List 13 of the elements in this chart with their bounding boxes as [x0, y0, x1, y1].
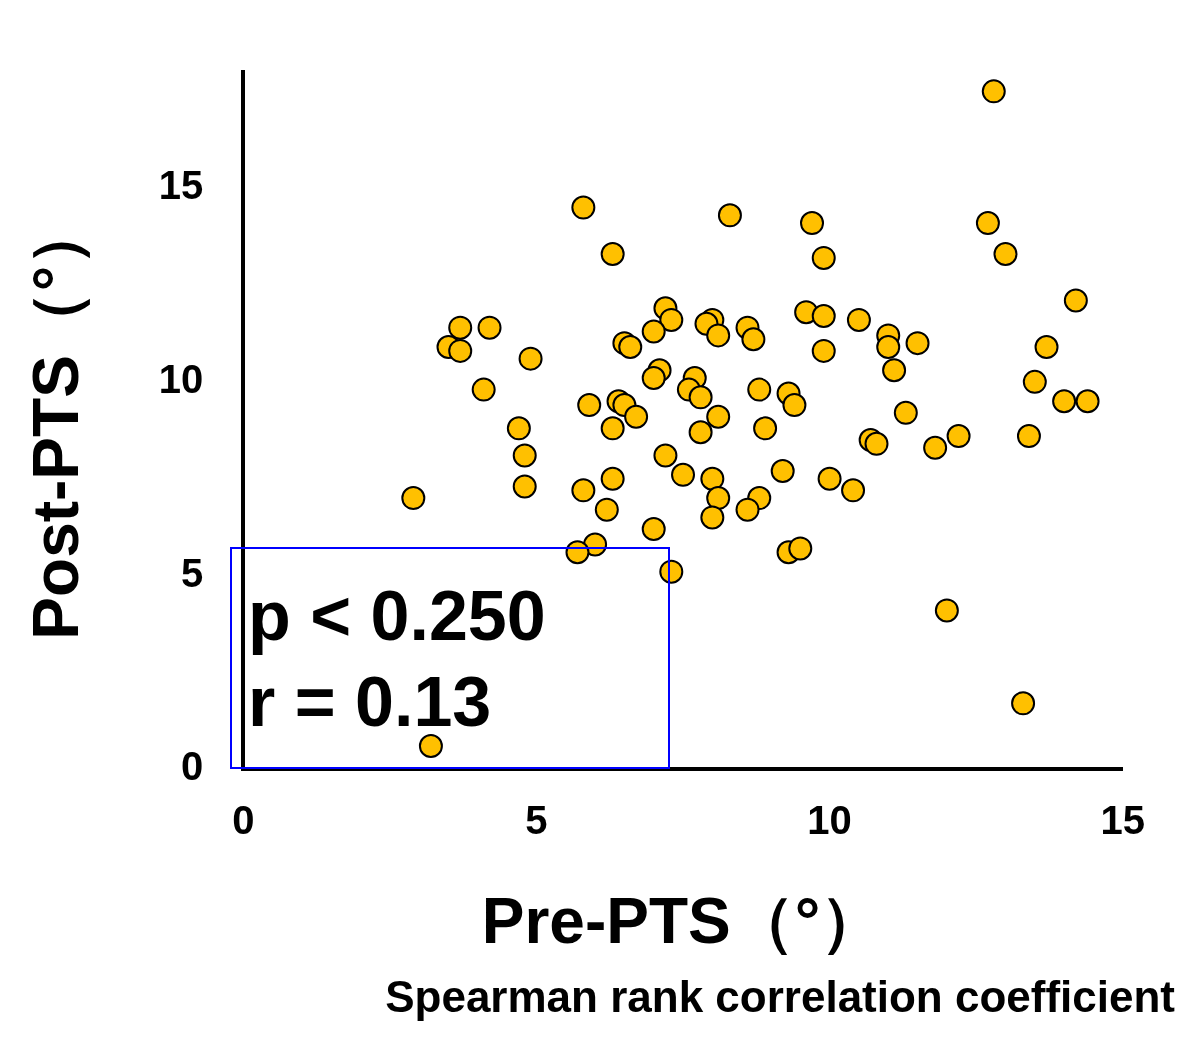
- x-tick-label: 15: [1100, 798, 1145, 843]
- y-axis-title: Post-PTS（°）: [20, 201, 93, 640]
- y-tick-label: 5: [181, 550, 204, 595]
- x-tick-label: 0: [232, 798, 255, 843]
- x-tick-label: 5: [525, 798, 548, 843]
- x-tick-label: 10: [807, 798, 852, 843]
- text: Spearman rank correlation coefficient: [384, 972, 1175, 1022]
- y-tick-label: 10: [158, 356, 204, 401]
- y-tick-label: 0: [181, 744, 204, 789]
- x-axis-title: Pre-PTS（°）: [481, 885, 885, 958]
- y-tick-label: 15: [158, 163, 204, 208]
- annotation: r = 0.13: [248, 662, 493, 743]
- annotation: p < 0.250: [248, 576, 546, 657]
